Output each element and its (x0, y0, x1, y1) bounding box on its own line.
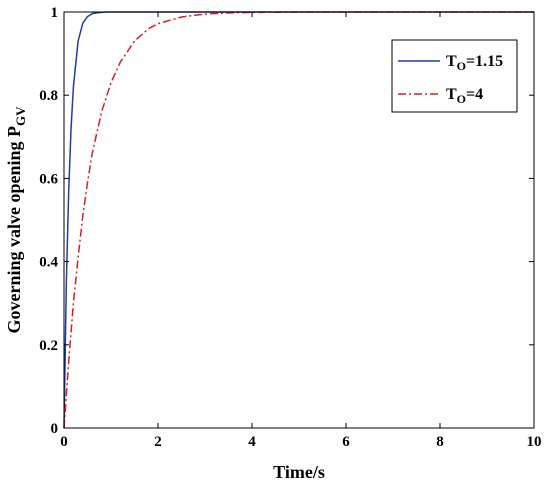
y-tick-label: 0 (51, 421, 59, 437)
y-tick-label: 0.4 (39, 255, 58, 271)
y-axis-label-subscript: GV (13, 106, 28, 126)
legend-label-to-1-15: TO=1.15 (446, 53, 503, 73)
legend-box (391, 39, 518, 113)
y-tick-label: 0.8 (39, 88, 58, 104)
y-axis-ticks: 0 0.2 0.4 0.6 0.8 1 (39, 5, 534, 437)
legend-label-to-4: TO=4 (446, 86, 483, 106)
plot-frame (63, 11, 535, 429)
legend-label-to-1-15-rest: =1.15 (466, 53, 503, 70)
x-tick-label: 6 (342, 434, 350, 450)
x-tick-label: 0 (60, 434, 68, 450)
x-tick-label: 10 (527, 434, 542, 450)
legend-label-to-4-main: T (446, 86, 457, 103)
x-axis-label: Time/s (273, 462, 325, 482)
legend-label-to-4-rest: =4 (466, 86, 483, 103)
x-axis-ticks: 0 2 4 6 8 10 (60, 12, 542, 450)
x-tick-label: 8 (436, 434, 444, 450)
x-tick-label: 4 (248, 434, 256, 450)
legend-label-to-1-15-sub: O (457, 59, 466, 73)
y-tick-label: 0.6 (39, 171, 58, 187)
x-tick-label: 2 (154, 434, 162, 450)
y-axis-label-main: Governing valve opening P (4, 126, 24, 334)
legend-label-to-4-sub: O (457, 92, 466, 106)
legend: TO=1.15 TO=4 (391, 39, 518, 113)
y-tick-label: 1 (51, 5, 59, 21)
legend-label-to-1-15-main: T (446, 53, 457, 70)
y-tick-label: 0.2 (39, 338, 58, 354)
y-axis-label: Governing valve opening PGV (4, 106, 28, 334)
